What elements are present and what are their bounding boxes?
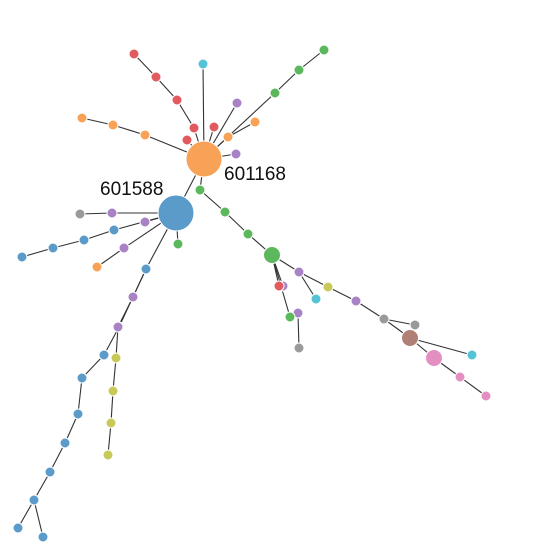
node-b8 bbox=[28, 494, 40, 506]
edge-g1-g2 bbox=[199, 189, 226, 213]
node-gr1 bbox=[378, 313, 390, 325]
node-r2 bbox=[188, 122, 200, 134]
node-b7 bbox=[44, 466, 56, 478]
node-o5 bbox=[102, 449, 114, 461]
node-r3 bbox=[171, 94, 183, 106]
node-t2 bbox=[310, 293, 322, 305]
node-p11 bbox=[231, 97, 243, 109]
node-p10 bbox=[230, 148, 242, 160]
graph-nodes bbox=[12, 44, 492, 543]
node-p8 bbox=[118, 242, 130, 254]
node-pk2 bbox=[454, 371, 466, 383]
node-r1 bbox=[273, 280, 285, 292]
node-b4 bbox=[76, 372, 88, 384]
node-b14 bbox=[16, 251, 28, 263]
node-b5 bbox=[72, 408, 84, 420]
node-g6 bbox=[172, 238, 184, 250]
node-p2 bbox=[350, 295, 362, 307]
node-or5 bbox=[222, 131, 234, 143]
node-b13 bbox=[47, 242, 59, 254]
node-g8 bbox=[293, 64, 305, 76]
edge-p8-o6 bbox=[96, 247, 125, 268]
node-g2 bbox=[219, 206, 231, 218]
node-r4 bbox=[150, 71, 162, 83]
node-b9 bbox=[12, 522, 24, 534]
hub-label-601168: 601168 bbox=[224, 164, 286, 185]
node-or6 bbox=[249, 116, 261, 128]
node-h2 bbox=[157, 194, 195, 232]
node-g4 bbox=[263, 246, 281, 264]
node-b12 bbox=[78, 234, 90, 246]
edge-o2-o3 bbox=[112, 357, 117, 392]
node-or3 bbox=[107, 119, 119, 131]
hub-label-601588: 601588 bbox=[100, 179, 163, 200]
edge-b8-b10 bbox=[33, 499, 44, 538]
edge-or2-or3 bbox=[112, 124, 146, 136]
node-b1 bbox=[140, 263, 152, 275]
node-r5 bbox=[128, 48, 140, 60]
node-o4 bbox=[105, 417, 117, 429]
node-or2 bbox=[139, 129, 151, 141]
edge-b4-b5 bbox=[77, 377, 83, 415]
node-p1 bbox=[293, 266, 305, 278]
node-gr2 bbox=[409, 319, 421, 331]
node-pk3 bbox=[480, 390, 492, 402]
edge-br1-t1 bbox=[409, 337, 473, 356]
node-p7 bbox=[106, 207, 118, 219]
edge-p2-gr1 bbox=[355, 300, 385, 320]
node-o3 bbox=[107, 385, 119, 397]
node-g1 bbox=[194, 184, 206, 196]
node-p9 bbox=[139, 216, 151, 228]
node-t3 bbox=[197, 58, 209, 70]
node-gr3 bbox=[293, 342, 305, 354]
node-gr4 bbox=[74, 208, 86, 220]
node-b10 bbox=[37, 531, 49, 543]
node-g9 bbox=[318, 44, 330, 56]
node-b3 bbox=[98, 349, 110, 361]
node-g3 bbox=[242, 228, 254, 240]
node-r7 bbox=[181, 134, 193, 146]
node-o1 bbox=[322, 281, 334, 293]
node-p6 bbox=[112, 321, 124, 333]
node-p5 bbox=[127, 291, 139, 303]
node-o2 bbox=[110, 352, 122, 364]
node-b6 bbox=[59, 437, 71, 449]
node-t1 bbox=[466, 349, 478, 361]
node-o6 bbox=[91, 261, 103, 273]
node-b11 bbox=[108, 224, 120, 236]
node-pk1 bbox=[425, 349, 443, 367]
node-or4 bbox=[76, 112, 88, 124]
node-h1 bbox=[185, 140, 223, 178]
node-br1 bbox=[401, 329, 419, 347]
node-g7 bbox=[269, 87, 281, 99]
node-g5 bbox=[284, 311, 296, 323]
node-r6 bbox=[208, 121, 220, 133]
edge-g7-g8 bbox=[274, 69, 300, 94]
edge-p3-gr3 bbox=[297, 312, 300, 349]
